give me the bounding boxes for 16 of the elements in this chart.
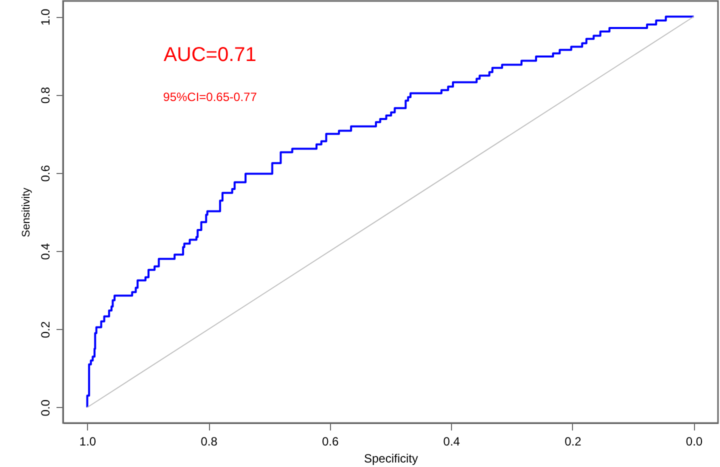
x-tick-label: 0.8 bbox=[200, 434, 218, 448]
y-tick-label: 0.8 bbox=[38, 86, 52, 104]
annotation: 95%CI=0.65-0.77 bbox=[163, 90, 258, 104]
y-tick-label: 0.0 bbox=[38, 399, 52, 416]
y-tick-label: 0.4 bbox=[38, 242, 52, 260]
x-tick-label: 0.2 bbox=[564, 434, 582, 448]
y-axis-title: Sensitivity bbox=[20, 187, 32, 238]
y-tick-label: 0.6 bbox=[38, 164, 52, 182]
x-tick-label: 0.0 bbox=[686, 434, 703, 448]
y-tick-label: 1.0 bbox=[38, 8, 52, 26]
x-tick-label: 0.4 bbox=[443, 434, 460, 448]
x-axis-title: Specificity bbox=[364, 452, 418, 466]
x-tick-label: 0.6 bbox=[322, 434, 340, 448]
annotation: AUC=0.71 bbox=[164, 44, 256, 66]
y-tick-label: 0.2 bbox=[38, 321, 52, 338]
x-tick-label: 1.0 bbox=[79, 434, 96, 448]
